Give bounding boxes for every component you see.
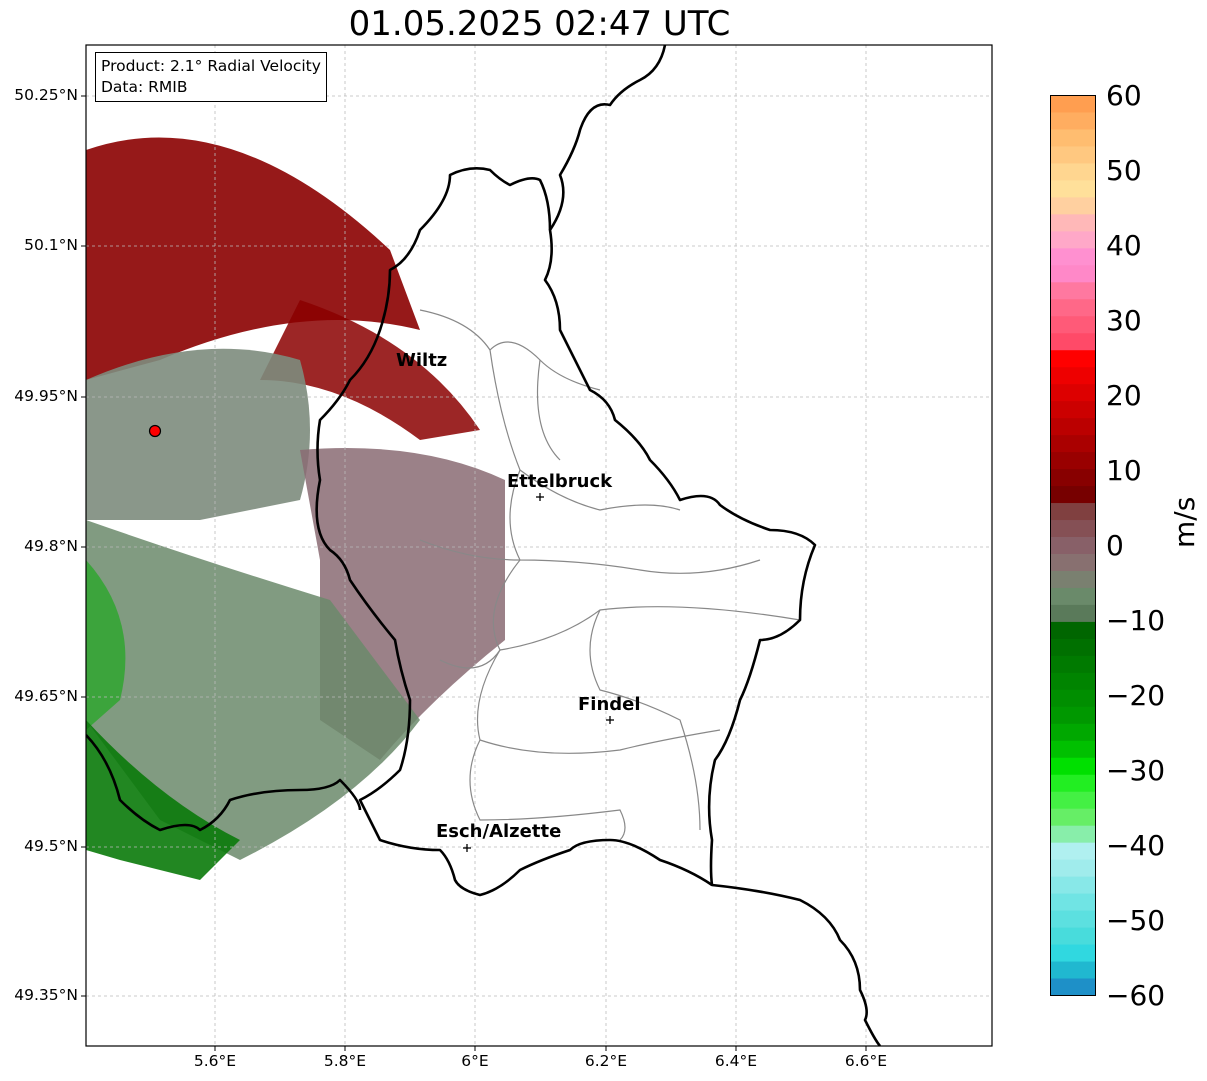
city-label-ettelbruck: Ettelbruck [507, 471, 613, 492]
colorbar-band [1050, 944, 1096, 963]
colorbar-band [1050, 231, 1096, 249]
colorbar-band [1050, 553, 1096, 572]
radar-site-marker [148, 424, 162, 438]
colorbar-band [1050, 723, 1096, 742]
velocity-echoes [86, 137, 505, 880]
colorbar-band [1050, 672, 1096, 691]
map-frame [85, 44, 993, 1047]
colorbar-band [1050, 638, 1096, 657]
colorbar-band [1050, 282, 1096, 300]
colorbar-band [1050, 146, 1096, 165]
colorbar-band [1050, 537, 1096, 555]
product-info-box: Product: 2.1° Radial Velocity Data: RMIB [95, 52, 327, 102]
colorbar-band [1050, 486, 1096, 504]
axis-ticks [81, 95, 867, 1051]
colorbar-tick-label: −30 [1106, 754, 1166, 787]
colorbar-band [1050, 927, 1096, 946]
lon-tick-label: 5.6°E [193, 1052, 237, 1070]
colorbar-band [1050, 808, 1096, 827]
colorbar-tick-label: 0 [1106, 529, 1124, 562]
colorbar-band [1050, 587, 1096, 606]
colorbar-band [1050, 774, 1096, 793]
colorbar-unit-label: m/s [1168, 496, 1201, 548]
colorbar-band [1050, 961, 1096, 980]
colorbar-band [1050, 197, 1096, 215]
colorbar-band [1050, 757, 1096, 776]
lon-tick-label: 5.8°E [323, 1052, 367, 1070]
colorbar-band [1050, 604, 1096, 623]
city-label-findel: Findel [578, 694, 641, 715]
colorbar-band [1050, 570, 1096, 589]
colorbar-tick-label: 20 [1106, 379, 1142, 412]
colorbar [1050, 95, 1096, 996]
lat-tick-label: 50.25°N [14, 86, 78, 104]
colorbar-tick-label: −50 [1106, 904, 1166, 937]
colorbar-band [1050, 978, 1096, 996]
colorbar-tick-label: −20 [1106, 679, 1166, 712]
city-label-esch-alzette: Esch/Alzette [436, 821, 562, 842]
product-label: Product: 2.1° Radial Velocity [101, 57, 321, 75]
colorbar-tick-label: 10 [1106, 454, 1142, 487]
lat-tick-label: 49.5°N [24, 837, 78, 855]
country-borders [86, 45, 882, 1046]
colorbar-band [1050, 367, 1096, 385]
colorbar-band [1050, 893, 1096, 912]
colorbar-band [1050, 95, 1096, 114]
lon-tick-label: 6.2°E [584, 1052, 628, 1070]
city-markers [463, 493, 614, 852]
colorbar-band [1050, 248, 1096, 266]
colorbar-band [1050, 316, 1096, 334]
colorbar-band [1050, 418, 1096, 436]
colorbar-band [1050, 842, 1096, 861]
colorbar-band [1050, 655, 1096, 674]
lat-tick-label: 49.35°N [14, 986, 78, 1004]
city-label-wiltz: Wiltz [396, 350, 448, 371]
colorbar-tick-label: 50 [1106, 154, 1142, 187]
colorbar-tick-label: 30 [1106, 304, 1142, 337]
colorbar-band [1050, 825, 1096, 844]
colorbar-band [1050, 435, 1096, 453]
colorbar-tick-label: 40 [1106, 229, 1142, 262]
colorbar-band [1050, 859, 1096, 878]
colorbar-band [1050, 621, 1096, 640]
colorbar-band [1050, 265, 1096, 283]
colorbar-tick-label: 60 [1106, 79, 1142, 112]
colorbar-band [1050, 350, 1096, 368]
colorbar-band [1050, 469, 1096, 487]
colorbar-band [1050, 299, 1096, 317]
lat-tick-label: 49.65°N [14, 687, 78, 705]
colorbar-band [1050, 112, 1096, 131]
data-source-label: Data: RMIB [101, 78, 188, 96]
colorbar-band [1050, 520, 1096, 538]
colorbar-band [1050, 333, 1096, 351]
colorbar-tick-label: −10 [1106, 604, 1166, 637]
map-title: 01.05.2025 02:47 UTC [348, 4, 731, 44]
colorbar-band [1050, 503, 1096, 521]
lon-tick-label: 6°E [461, 1052, 489, 1070]
colorbar-band [1050, 129, 1096, 148]
colorbar-band [1050, 740, 1096, 759]
colorbar-band [1050, 689, 1096, 708]
lat-tick-label: 49.8°N [24, 537, 78, 555]
colorbar-tick-label: −60 [1106, 979, 1166, 1012]
colorbar-tick-label: −40 [1106, 829, 1166, 862]
lon-tick-label: 6.4°E [714, 1052, 758, 1070]
colorbar-band [1050, 384, 1096, 402]
colorbar-band [1050, 876, 1096, 895]
lon-tick-label: 6.6°E [844, 1052, 888, 1070]
colorbar-band [1050, 910, 1096, 929]
colorbar-band [1050, 214, 1096, 232]
colorbar-band [1050, 163, 1096, 182]
colorbar-band [1050, 791, 1096, 810]
colorbar-band [1050, 452, 1096, 470]
canton-borders [419, 309, 801, 841]
colorbar-band [1050, 401, 1096, 419]
colorbar-band [1050, 180, 1096, 198]
colorbar-band [1050, 706, 1096, 725]
lat-tick-label: 50.1°N [24, 236, 78, 254]
lat-tick-label: 49.95°N [14, 387, 78, 405]
